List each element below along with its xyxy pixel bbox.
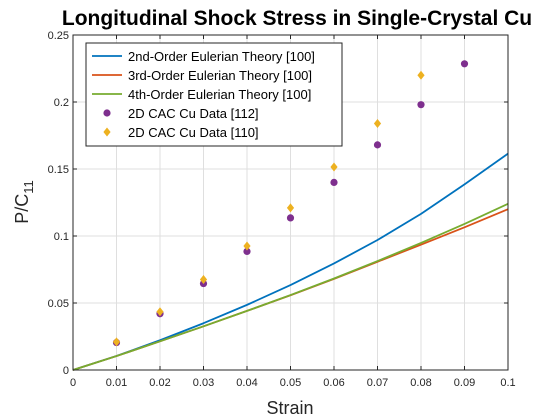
y-axis-label: P/C11 bbox=[12, 180, 36, 224]
legend-entry: 2nd-Order Eulerian Theory [100] bbox=[92, 49, 315, 64]
data-point bbox=[112, 337, 121, 347]
y-tick-label: 0.15 bbox=[48, 164, 69, 176]
y-axis-label-subscript: 11 bbox=[21, 180, 36, 194]
legend-label: 4th-Order Eulerian Theory [100] bbox=[128, 87, 311, 102]
x-tick-label: 0.09 bbox=[454, 377, 475, 389]
data-point bbox=[330, 162, 338, 172]
y-tick-label: 0.2 bbox=[54, 97, 69, 109]
legend-entry: 4th-Order Eulerian Theory [100] bbox=[92, 87, 311, 102]
data-point bbox=[199, 275, 208, 285]
legend-swatch bbox=[103, 109, 111, 117]
y-tick-label: 0 bbox=[63, 365, 69, 377]
legend-entry: 2D CAC Cu Data [110] bbox=[103, 125, 259, 140]
legend-label: 2D CAC Cu Data [112] bbox=[128, 106, 259, 121]
x-tick-label: 0.04 bbox=[236, 377, 257, 389]
data-point bbox=[460, 60, 469, 68]
x-tick-label: 0.03 bbox=[193, 377, 214, 389]
legend-entry: 2D CAC Cu Data [112] bbox=[103, 106, 259, 121]
data-point bbox=[243, 247, 251, 256]
legend-label: 3rd-Order Eulerian Theory [100] bbox=[128, 68, 312, 83]
legend-label: 2nd-Order Eulerian Theory [100] bbox=[128, 49, 315, 64]
y-tick-label: 0.25 bbox=[48, 30, 69, 42]
y-tick-label: 0.1 bbox=[54, 231, 69, 243]
chart-title: Longitudinal Shock Stress in Single-Crys… bbox=[62, 7, 532, 30]
legend-box bbox=[85, 42, 343, 147]
data-point bbox=[417, 70, 425, 80]
data-point bbox=[330, 178, 338, 186]
x-axis-label: Strain bbox=[266, 398, 313, 418]
x-tick-label: 0.1 bbox=[500, 377, 515, 389]
legend: 2nd-Order Eulerian Theory [100] 3rd-Order… bbox=[85, 42, 343, 147]
legend-swatch bbox=[103, 127, 111, 137]
x-tick-label: 0.06 bbox=[323, 377, 344, 389]
data-point bbox=[286, 203, 295, 213]
data-point bbox=[286, 214, 295, 222]
series-layer bbox=[72, 60, 509, 371]
x-tick-label: 0.05 bbox=[280, 377, 301, 389]
series-3 bbox=[72, 203, 509, 371]
legend-entry: 3rd-Order Eulerian Theory [100] bbox=[92, 68, 312, 83]
data-point bbox=[373, 118, 382, 128]
series-5 bbox=[112, 70, 425, 347]
x-tick-label: 0.08 bbox=[410, 377, 431, 389]
x-tick-label: 0.01 bbox=[106, 377, 127, 389]
x-tick-label: 0.07 bbox=[367, 377, 388, 389]
ticks: 0 0.01 0.02 0.03 0.04 0.05 0.06 0.07 0.08 0.09 0.1… bbox=[48, 30, 516, 389]
data-point bbox=[373, 141, 382, 149]
data-point bbox=[417, 101, 425, 109]
data-point bbox=[156, 307, 164, 317]
x-tick-label: 0 bbox=[70, 377, 76, 389]
y-axis-label-main: P/C bbox=[12, 194, 32, 224]
y-tick-label: 0.05 bbox=[48, 298, 69, 310]
data-point bbox=[243, 241, 251, 251]
series-line bbox=[72, 203, 509, 371]
legend-label: 2D CAC Cu Data [110] bbox=[128, 125, 259, 140]
x-tick-label: 0.02 bbox=[149, 377, 170, 389]
